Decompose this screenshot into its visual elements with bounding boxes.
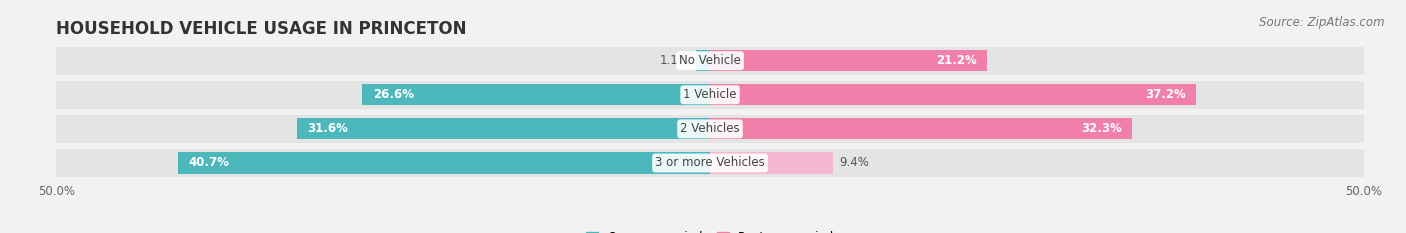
Bar (56, 115, 1364, 143)
Bar (297, 118, 710, 140)
Text: 9.4%: 9.4% (839, 157, 869, 169)
Bar (56, 81, 1364, 109)
Text: 1.1%: 1.1% (659, 54, 689, 67)
Legend: Owner-occupied, Renter-occupied: Owner-occupied, Renter-occupied (581, 226, 839, 233)
Text: 2 Vehicles: 2 Vehicles (681, 122, 740, 135)
Text: 32.3%: 32.3% (1081, 122, 1122, 135)
Text: 26.6%: 26.6% (373, 88, 413, 101)
Text: 31.6%: 31.6% (308, 122, 349, 135)
Bar (56, 47, 1364, 75)
Bar (710, 118, 1132, 140)
Text: 21.2%: 21.2% (936, 54, 977, 67)
Bar (363, 84, 710, 105)
Bar (710, 84, 1197, 105)
Text: 37.2%: 37.2% (1146, 88, 1187, 101)
Text: Source: ZipAtlas.com: Source: ZipAtlas.com (1260, 16, 1385, 29)
Text: No Vehicle: No Vehicle (679, 54, 741, 67)
Bar (710, 50, 987, 71)
Bar (177, 152, 710, 174)
Text: 40.7%: 40.7% (188, 157, 229, 169)
Text: 1 Vehicle: 1 Vehicle (683, 88, 737, 101)
Bar (710, 152, 832, 174)
Text: HOUSEHOLD VEHICLE USAGE IN PRINCETON: HOUSEHOLD VEHICLE USAGE IN PRINCETON (56, 20, 467, 38)
Bar (696, 50, 710, 71)
Text: 3 or more Vehicles: 3 or more Vehicles (655, 157, 765, 169)
Bar (56, 149, 1364, 177)
